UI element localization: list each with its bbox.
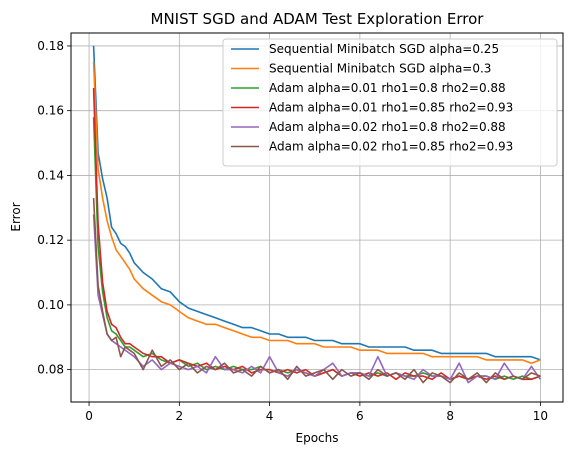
y-tick-label: 0.16 — [37, 104, 64, 118]
legend-box — [222, 38, 558, 167]
legend-label: Sequential Minibatch SGD alpha=0.25 — [269, 42, 499, 56]
y-axis-ticks: 0.08 0.10 0.12 0.14 0.16 0.18 — [37, 39, 71, 377]
legend-label: Adam alpha=0.01 rho1=0.8 rho2=0.88 — [269, 81, 506, 95]
x-tick-label: 4 — [266, 409, 274, 423]
x-tick-label: 6 — [356, 409, 364, 423]
x-tick-label: 10 — [533, 409, 548, 423]
plot-frame — [70, 32, 564, 403]
chart-title: MNIST SGD and ADAM Test Exploration Erro… — [151, 10, 485, 28]
y-tick-label: 0.12 — [37, 233, 64, 247]
series-line-2 — [92, 62, 541, 365]
legend-label: Adam alpha=0.02 rho1=0.8 rho2=0.88 — [269, 120, 506, 134]
legend-label: Sequential Minibatch SGD alpha=0.3 — [269, 62, 491, 76]
series-line-4 — [92, 87, 541, 381]
y-tick-label: 0.10 — [37, 298, 64, 312]
y-tick-label: 0.14 — [37, 168, 64, 182]
series-line-5 — [92, 214, 542, 384]
x-axis-ticks: 0 2 4 6 8 10 — [85, 402, 548, 423]
series-line-1 — [92, 45, 541, 361]
y-tick-label: 0.18 — [37, 39, 64, 53]
x-tick-label: 8 — [446, 409, 454, 423]
x-axis-label: Epochs — [296, 431, 339, 445]
x-tick-label: 2 — [176, 409, 184, 423]
series-line-6 — [92, 198, 541, 384]
x-tick-label: 0 — [85, 409, 93, 423]
legend: Sequential Minibatch SGD alpha=0.25 Seque… — [222, 38, 558, 167]
y-axis-label: Error — [9, 202, 23, 231]
legend-label: Adam alpha=0.02 rho1=0.85 rho2=0.93 — [269, 140, 513, 154]
legend-label: Adam alpha=0.01 rho1=0.85 rho2=0.93 — [269, 101, 513, 115]
y-tick-label: 0.08 — [37, 363, 64, 377]
series-layer — [92, 45, 542, 384]
